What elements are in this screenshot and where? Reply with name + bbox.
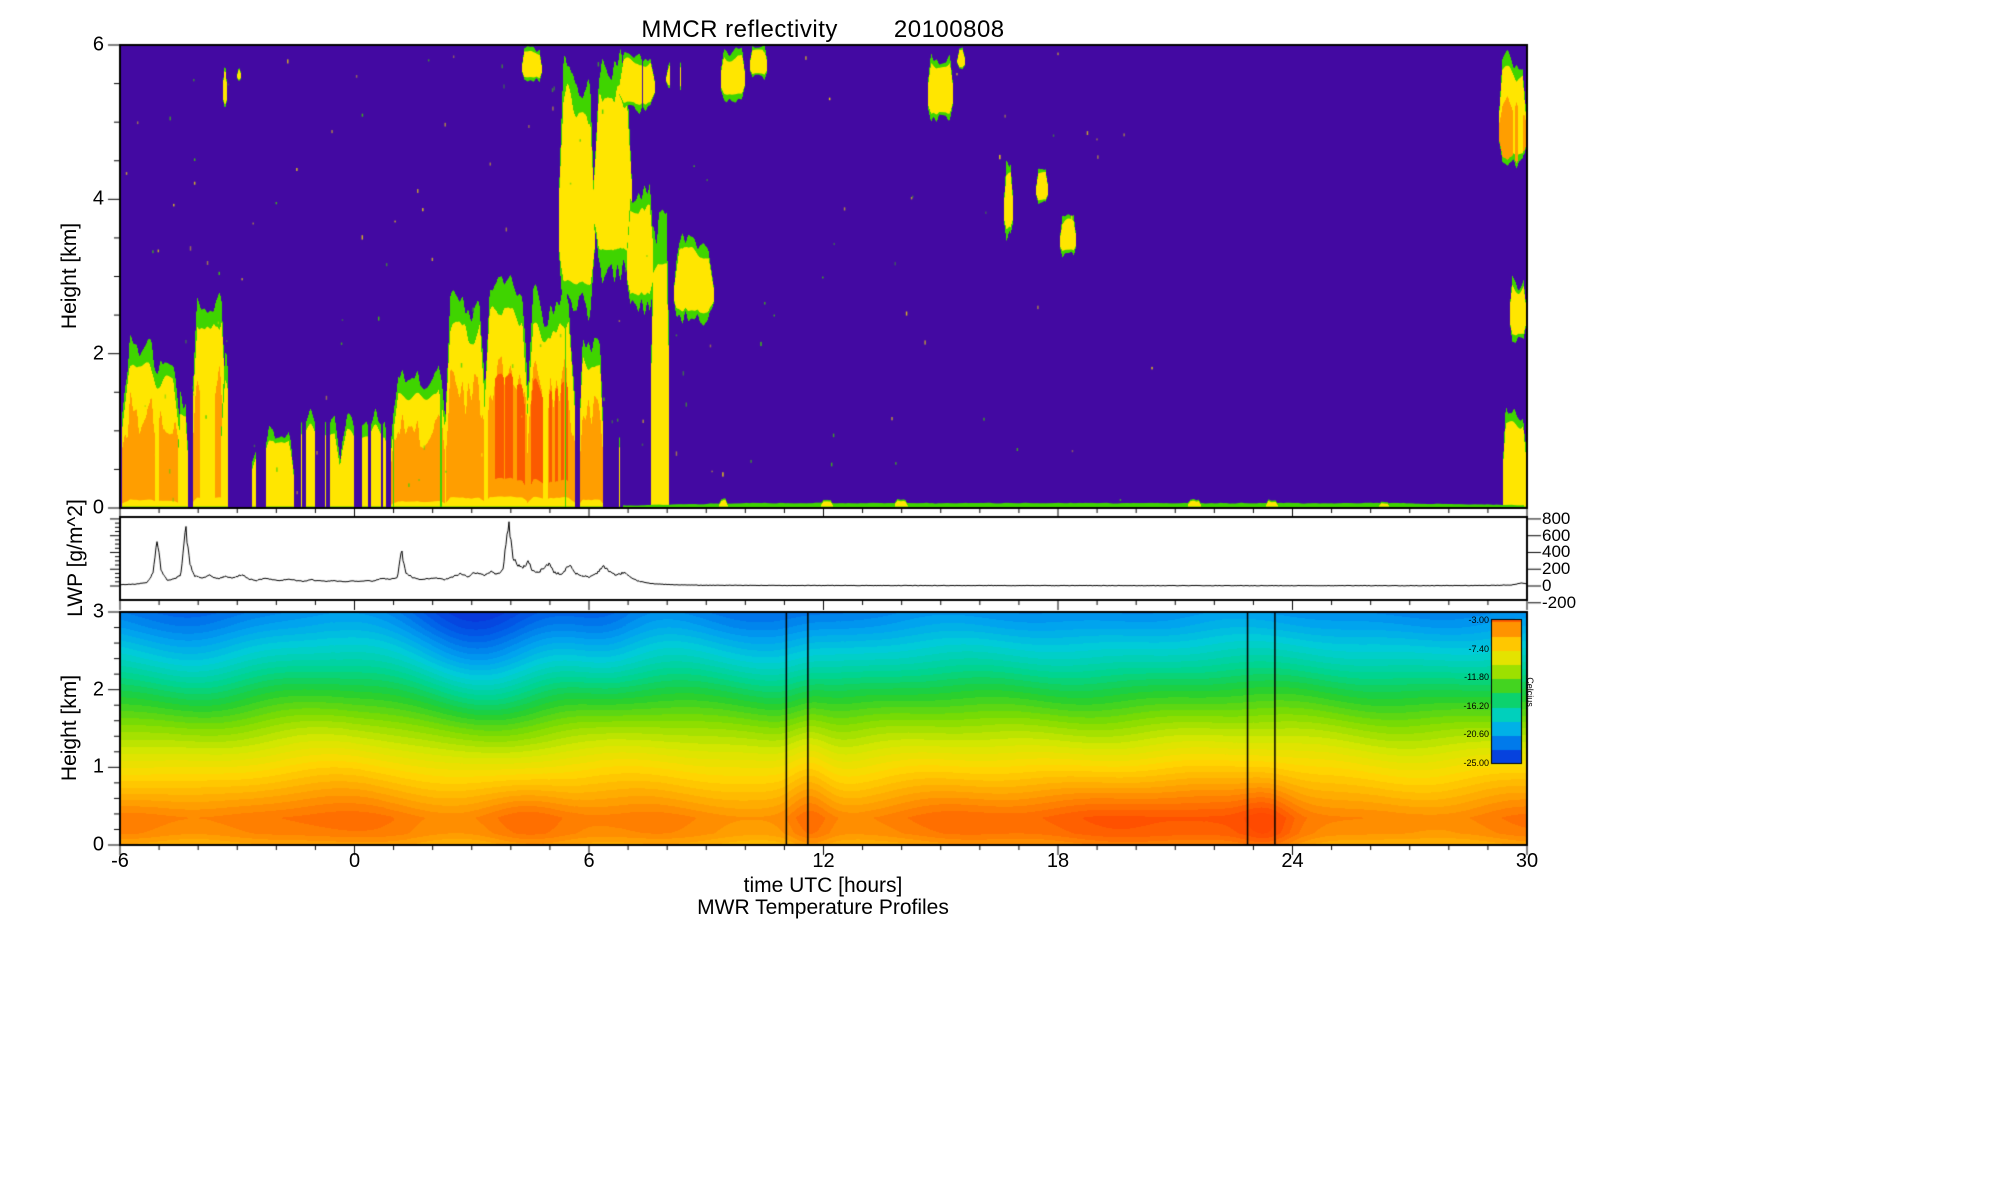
title-text: MMCR reflectivity (641, 16, 838, 43)
chart-title: MMCR reflectivity 20100808 (641, 16, 1004, 44)
lwp-y-axis-label: LWP [g/m^2] (64, 499, 87, 617)
x-axis-label: time UTC [hours] (743, 874, 903, 897)
footer-label: MWR Temperature Profiles (697, 896, 949, 919)
reflectivity-y-axis-label: Height [km] (58, 222, 81, 330)
colorbar-label: Celcius (1525, 677, 1535, 707)
temperature-y-axis-label: Height [km] (58, 674, 81, 782)
title-date: 20100808 (893, 16, 1005, 43)
